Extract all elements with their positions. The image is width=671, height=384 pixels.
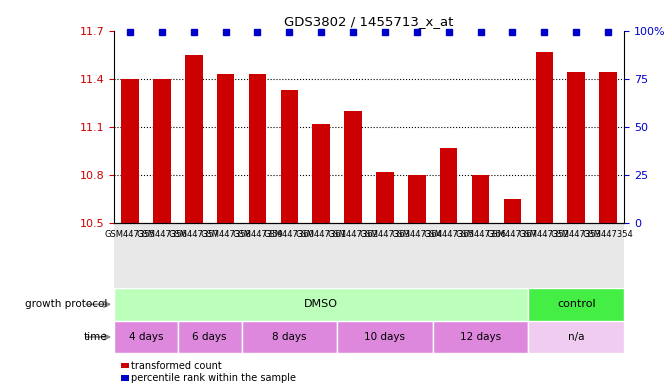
Text: 4 days: 4 days	[129, 332, 163, 342]
Bar	[529, 321, 624, 353]
Bar	[535, 51, 553, 223]
Text: growth protocol: growth protocol	[25, 299, 107, 310]
Bar	[433, 321, 529, 353]
Text: 10 days: 10 days	[364, 332, 405, 342]
Bar	[440, 147, 458, 223]
Bar	[568, 72, 585, 223]
Text: control: control	[557, 299, 596, 310]
Bar	[344, 111, 362, 223]
Bar	[121, 79, 139, 223]
Text: transformed count: transformed count	[131, 361, 221, 371]
Title: GDS3802 / 1455713_x_at: GDS3802 / 1455713_x_at	[285, 15, 454, 28]
Bar	[249, 74, 266, 223]
Text: percentile rank within the sample: percentile rank within the sample	[131, 373, 296, 383]
Text: n/a: n/a	[568, 332, 584, 342]
Text: 6 days: 6 days	[193, 332, 227, 342]
Bar	[242, 321, 338, 353]
Text: 8 days: 8 days	[272, 332, 307, 342]
Bar	[185, 55, 203, 223]
Text: 12 days: 12 days	[460, 332, 501, 342]
Bar	[313, 124, 330, 223]
Text: DMSO: DMSO	[304, 299, 338, 310]
Bar	[376, 172, 394, 223]
Bar	[529, 288, 624, 321]
Bar	[217, 74, 234, 223]
Bar	[504, 199, 521, 223]
Bar	[599, 72, 617, 223]
Text: time: time	[84, 332, 107, 342]
Bar	[408, 175, 425, 223]
Bar	[472, 175, 489, 223]
Bar	[114, 321, 178, 353]
Bar	[153, 79, 170, 223]
Bar	[114, 223, 624, 303]
Bar	[178, 321, 242, 353]
Bar	[338, 321, 433, 353]
Bar	[114, 288, 529, 321]
Bar	[280, 90, 298, 223]
